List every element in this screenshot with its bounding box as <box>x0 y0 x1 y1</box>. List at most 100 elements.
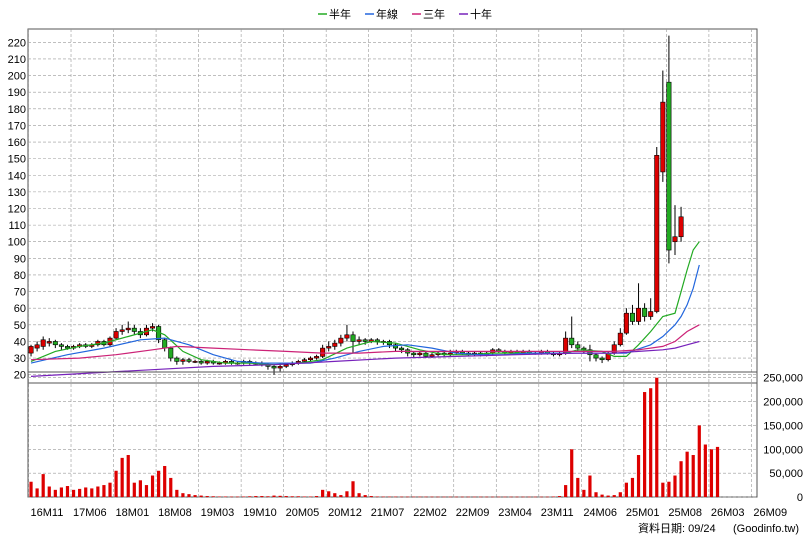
volume-bar <box>539 496 543 498</box>
volume-bar <box>29 481 33 497</box>
x-tick-label-8: 21M07 <box>371 507 405 519</box>
volume-bar <box>157 470 161 497</box>
candle <box>198 359 204 365</box>
volume-bar <box>655 377 659 497</box>
candle-body <box>344 334 350 339</box>
volume-bar <box>551 496 556 498</box>
volume-bar <box>272 495 276 497</box>
volume-bar <box>515 496 519 498</box>
x-tick-label-4: 19M03 <box>201 507 235 519</box>
candle-body <box>332 342 338 347</box>
volume-bar <box>308 496 313 498</box>
x-axis: 16M11 17M06 18M01 18M08 19M03 19M10 20M05 20M12… <box>31 507 788 519</box>
candle-body <box>575 344 581 349</box>
volume-bar <box>606 495 610 497</box>
candle-body <box>34 344 40 349</box>
candle <box>599 356 605 364</box>
volume-bar <box>53 489 57 497</box>
price-tick-label-12: 140 <box>8 170 26 182</box>
price-frame <box>27 28 758 384</box>
volume-bar <box>448 496 452 498</box>
candle-body <box>40 339 46 347</box>
price-tick-label-14: 160 <box>8 137 26 149</box>
volume-bar <box>709 449 714 497</box>
candle-body <box>125 327 131 331</box>
volume-panel: 0 50,000 100,000 150,000 200,000 250,000 <box>27 371 803 504</box>
volume-bar <box>35 488 39 497</box>
volume-bar <box>630 477 635 497</box>
x-tick-label-5: 19M10 <box>243 507 277 519</box>
candle-body <box>301 359 307 362</box>
legend-label-2: 三年 <box>423 7 445 21</box>
volume-bar <box>248 496 252 497</box>
candle-body <box>623 312 629 334</box>
volume-bar <box>65 486 70 497</box>
x-tick-label-1: 17M06 <box>73 507 107 519</box>
candle-body <box>411 352 417 356</box>
volume-bar <box>345 491 349 497</box>
candle-body <box>64 346 70 349</box>
candle <box>636 283 642 325</box>
candle-body <box>599 357 605 361</box>
volume-bar <box>47 486 51 497</box>
volume-bar <box>59 487 64 497</box>
x-tick-label-0: 16M11 <box>31 507 64 519</box>
candle <box>180 358 186 365</box>
ma-line-2 <box>30 324 700 361</box>
candle <box>34 341 40 352</box>
candle-body <box>216 362 222 365</box>
price-tick-label-11: 130 <box>8 187 26 199</box>
volume-bar <box>570 449 574 497</box>
data-date-label: 資料日期: 09/24 <box>638 521 716 535</box>
price-tick-label-15: 170 <box>8 120 26 132</box>
volume-bar <box>290 496 294 497</box>
candle-body <box>168 347 174 359</box>
volume-bar <box>199 495 203 497</box>
volume-bar <box>466 496 471 498</box>
volume-bar <box>302 496 307 498</box>
candle <box>660 70 666 182</box>
x-tick-label-16: 26M03 <box>711 507 745 519</box>
volume-bar <box>715 446 720 497</box>
volume-bar <box>442 496 446 498</box>
candle-body <box>58 344 64 347</box>
x-tick-label-9: 22M02 <box>413 507 447 519</box>
volume-bar <box>78 488 82 497</box>
price-tick-label-1: 30 <box>14 353 26 365</box>
volume-bar <box>454 496 458 498</box>
x-tick-label-6: 20M05 <box>286 507 320 519</box>
volume-bar <box>114 470 118 497</box>
ma-line-3 <box>30 340 700 377</box>
candle-body <box>617 332 623 346</box>
volume-bar <box>333 493 337 497</box>
volume-bar <box>96 486 100 497</box>
volume-bar <box>472 496 477 498</box>
x-tick-label-7: 20M12 <box>328 507 362 519</box>
legend-label-1: 年線 <box>376 7 398 21</box>
volume-bar <box>175 489 179 497</box>
volume-bar <box>369 496 373 497</box>
volume-bar <box>406 496 410 498</box>
candle-body <box>666 81 672 251</box>
volume-bar <box>564 485 568 497</box>
candle <box>569 316 575 349</box>
x-tick-label-3: 18M08 <box>158 507 192 519</box>
candle-body <box>52 341 58 346</box>
candle-body <box>320 347 326 357</box>
candle <box>192 359 198 364</box>
volume-bar <box>582 489 586 497</box>
ma-line-1 <box>30 264 700 364</box>
price-tick-label-19: 210 <box>8 54 26 66</box>
candle <box>174 356 180 365</box>
legend-label-0: 半年 <box>329 7 351 21</box>
x-tick-label-2: 18M01 <box>116 507 150 519</box>
candle-body <box>362 339 368 342</box>
candle-body <box>283 364 289 367</box>
price-tick-label-4: 60 <box>14 303 26 315</box>
volume-bar <box>436 496 440 498</box>
volume-bar <box>339 495 343 497</box>
volume-bar <box>235 496 240 498</box>
candle-body <box>338 337 344 344</box>
candle <box>356 336 362 345</box>
volume-bar <box>685 451 689 497</box>
